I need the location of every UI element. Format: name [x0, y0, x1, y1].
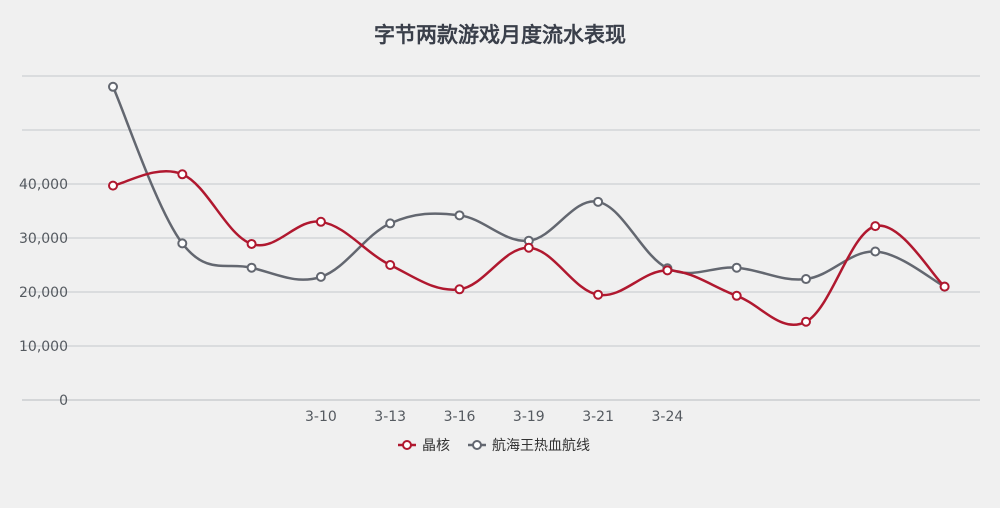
y-axis-ticks: 0 10,000 20,000 30,000 40,000 [19, 177, 68, 409]
data-point [801, 316, 811, 327]
data-point [177, 169, 188, 180]
data-point [108, 81, 118, 92]
data-point [870, 246, 881, 257]
x-tick-label: 3-10 [305, 409, 337, 425]
x-tick-label: 3-19 [513, 409, 545, 425]
data-point [246, 238, 257, 249]
x-tick-label: 3-16 [444, 409, 476, 425]
data-point [246, 262, 257, 273]
data-point [177, 238, 188, 249]
legend-swatch-marker [472, 440, 482, 450]
legend[interactable]: 晶核 航海王热血航线 [398, 438, 590, 454]
data-point [593, 196, 604, 207]
data-point [662, 265, 673, 276]
data-point [385, 260, 396, 270]
y-tick-label: 40,000 [19, 177, 68, 193]
x-axis-ticks: 3-10 3-13 3-16 3-19 3-21 3-24 [305, 409, 683, 425]
data-point [315, 216, 326, 227]
legend-swatch-marker [402, 440, 412, 450]
y-tick-label: 10,000 [19, 339, 68, 355]
data-point [731, 262, 742, 273]
x-tick-label: 3-13 [374, 409, 406, 425]
data-point [939, 281, 950, 292]
data-point [315, 271, 326, 282]
y-tick-label: 20,000 [19, 285, 68, 301]
data-point [385, 218, 396, 229]
series-points [108, 81, 950, 327]
y-tick-label: 30,000 [19, 231, 68, 247]
data-point [523, 242, 534, 253]
x-tick-label: 3-24 [652, 409, 684, 425]
data-point [801, 274, 811, 285]
data-point [108, 180, 118, 191]
legend-label[interactable]: 晶核 [422, 438, 450, 454]
y-tick-label: 0 [59, 393, 68, 409]
chart-title: 字节两款游戏月度流水表现 [374, 23, 626, 47]
series-line-1 [111, 86, 946, 288]
data-point [454, 284, 465, 295]
data-point [454, 210, 465, 221]
data-point [870, 221, 881, 232]
x-tick-label: 3-21 [582, 409, 614, 425]
grid-lines [22, 75, 980, 401]
data-point [593, 289, 604, 300]
legend-label[interactable]: 航海王热血航线 [492, 438, 590, 454]
data-point [731, 290, 742, 301]
series-lines [111, 86, 946, 326]
